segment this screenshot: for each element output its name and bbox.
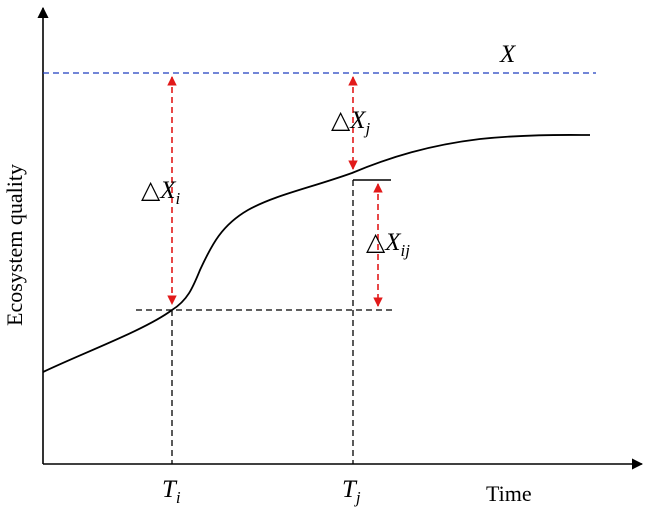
tick-label-ti: Ti xyxy=(162,476,181,507)
ecosystem-quality-curve xyxy=(42,134,591,373)
tick-label-tj: Tj xyxy=(342,476,361,507)
delta-xij-label: △Xij xyxy=(366,229,410,260)
y-axis-label: Ecosystem quality xyxy=(2,164,27,326)
target-level-label: X xyxy=(499,41,517,68)
delta-xj-label: △Xj xyxy=(331,107,371,138)
delta-xi-label: △Xi xyxy=(141,177,181,208)
x-axis-label: Time xyxy=(486,481,532,506)
